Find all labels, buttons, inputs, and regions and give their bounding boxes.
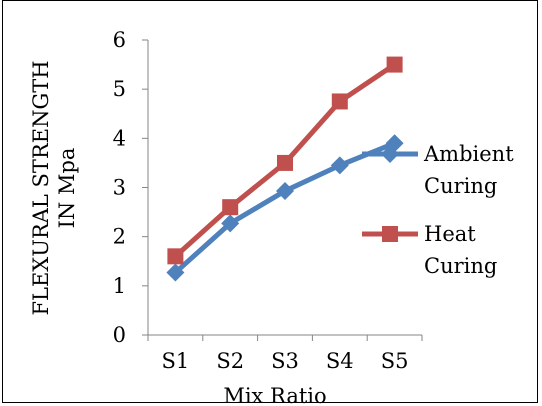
y-tick-label: 2 [113,225,126,249]
series-1-point-2 [221,214,240,233]
y-tick-label: 4 [113,126,126,150]
y-tick-label: 0 [113,323,126,347]
series-1-point-4 [330,156,349,175]
legend-swatch-marker [381,145,399,163]
series-2-point-5 [386,56,403,73]
series-2-point-4 [331,93,348,110]
legend-swatch-marker [382,226,398,242]
series-layer [166,56,404,282]
series-2-point-3 [277,154,293,171]
x-tick-labels: S1 S2 S3 S4 S5 [162,349,409,373]
legend: Ambient Curing Heat Curing [362,142,514,278]
series-1 [166,134,404,282]
x-tick-label: S3 [271,349,299,373]
y-tick-label: 1 [113,274,126,298]
legend-item-2: Heat Curing [362,222,497,278]
series-1-point-3 [276,181,294,200]
y-tick-labels: 0 1 2 3 4 5 6 [113,28,126,347]
y-axis-label-line-1: FLEXURAL STRENGTH [29,60,53,315]
y-axis-label: FLEXURAL STRENGTH IN Mpa [29,60,79,315]
axes [142,39,423,341]
legend-label-line: Curing [424,174,497,198]
x-tick-label: S4 [326,349,354,373]
series-1-point-1 [166,263,185,282]
series-2-point-1 [167,248,184,265]
y-axis-label-line-2: IN Mpa [55,148,79,229]
legend-item-1: Ambient Curing [362,142,514,198]
series-2 [167,56,403,265]
y-tick-label: 3 [113,176,126,200]
y-tick-label: 5 [113,77,126,101]
x-axis-label: Mix Ratio [223,384,326,406]
legend-label-line: Ambient [423,142,514,166]
x-tick-label: S1 [162,349,190,373]
series-2-point-2 [222,199,239,216]
legend-label-line: Curing [424,254,497,278]
legend-label-line: Heat [424,222,476,246]
y-tick-label: 6 [113,28,126,52]
x-tick-label: S5 [381,349,409,373]
x-tick-label: S2 [216,349,244,373]
